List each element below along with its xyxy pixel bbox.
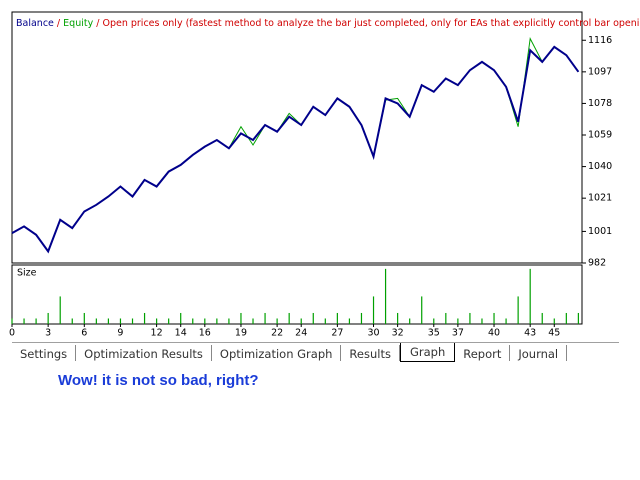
bar xyxy=(83,312,85,324)
x-tick-label: 45 xyxy=(548,328,560,339)
x-tick-label: 3 xyxy=(45,328,51,339)
x-tick-label: 37 xyxy=(452,328,464,339)
bar xyxy=(312,312,314,324)
bar xyxy=(131,318,134,324)
y-tick-label: 1078 xyxy=(588,98,612,109)
tab[interactable]: Graph xyxy=(399,343,456,362)
bar xyxy=(95,318,97,324)
y-tick-label: 1021 xyxy=(588,193,612,204)
bar xyxy=(445,312,447,324)
bar xyxy=(228,318,230,324)
x-tick-label: 0 xyxy=(9,328,15,339)
x-tick-label: 12 xyxy=(151,328,163,339)
legend-entry: Equity xyxy=(63,18,93,29)
tab[interactable]: Journal xyxy=(510,345,568,361)
x-tick-label: 24 xyxy=(295,328,307,339)
legend-entry: Balance xyxy=(16,18,54,29)
bar xyxy=(71,318,73,324)
bar xyxy=(264,312,266,324)
y-tick-label: 1059 xyxy=(588,130,612,141)
legend: Balance / Equity / Open prices only (fas… xyxy=(16,18,640,29)
bar xyxy=(457,318,459,324)
x-tick-label: 16 xyxy=(199,328,211,339)
x-tick-label: 32 xyxy=(392,328,404,339)
y-tick-label: 1040 xyxy=(588,161,612,172)
plot-frame xyxy=(11,11,583,264)
bar xyxy=(324,318,326,324)
bar xyxy=(409,318,411,324)
bar xyxy=(288,312,290,324)
bar xyxy=(469,312,471,324)
x-tick-label: 6 xyxy=(81,328,87,339)
bar xyxy=(23,318,25,324)
bar xyxy=(481,318,483,324)
y-tick-label: 1097 xyxy=(588,66,612,77)
bar xyxy=(180,312,182,324)
bar xyxy=(505,318,507,324)
bar xyxy=(276,318,278,324)
chart-subtitle: Open prices only (fastest method to anal… xyxy=(102,18,640,29)
x-tick-label: 14 xyxy=(175,328,187,339)
panel-title: Size xyxy=(17,268,37,279)
chart: 1116 1097 1078 1059 1040 1021 1001 982 Balance /… xyxy=(9,11,640,339)
bar xyxy=(517,296,519,324)
bar xyxy=(240,312,242,324)
series-line xyxy=(11,45,580,254)
bar xyxy=(336,312,338,324)
x-tick-label: 30 xyxy=(367,328,379,339)
bar xyxy=(384,268,387,324)
bar xyxy=(47,312,49,324)
bar xyxy=(252,318,254,324)
bar xyxy=(529,268,531,324)
x-tick-label: 35 xyxy=(428,328,440,339)
y-tick-label: 1116 xyxy=(588,35,612,46)
x-tick-label: 9 xyxy=(117,328,123,339)
bar xyxy=(421,296,423,324)
bar xyxy=(493,312,495,324)
bar xyxy=(433,318,435,324)
y-tick-label: 1001 xyxy=(588,226,612,237)
bar xyxy=(119,318,122,324)
bar xyxy=(216,318,218,324)
bar xyxy=(156,318,158,324)
bar xyxy=(192,318,194,324)
legend-separator: / xyxy=(57,18,61,29)
bar xyxy=(577,312,579,324)
x-tick-label: 22 xyxy=(271,328,283,339)
x-tick-label: 43 xyxy=(524,328,536,339)
x-tick-label: 19 xyxy=(235,328,247,339)
tab[interactable]: Optimization Graph xyxy=(212,345,342,361)
tab[interactable]: Report xyxy=(455,345,511,361)
bar xyxy=(204,318,206,324)
bar xyxy=(59,296,61,324)
legend-separator: / xyxy=(96,18,100,29)
bar xyxy=(372,296,375,324)
size-frame xyxy=(11,264,583,325)
bar xyxy=(107,318,110,324)
tab[interactable]: Optimization Results xyxy=(76,345,212,361)
tab-bar: Settings Optimization Results Optimization… xyxy=(12,342,619,363)
bar xyxy=(541,312,543,324)
bar xyxy=(348,318,351,324)
bar xyxy=(553,318,555,324)
bar xyxy=(11,318,13,324)
x-tick-label: 40 xyxy=(488,328,500,339)
y-tick-label: 982 xyxy=(588,258,606,269)
bar xyxy=(35,318,37,324)
bar xyxy=(300,318,302,324)
bar xyxy=(360,312,363,324)
caption: Wow! it is not so bad, right? xyxy=(58,372,259,389)
tab[interactable]: Settings xyxy=(12,345,77,361)
bar xyxy=(565,312,567,324)
bar xyxy=(143,312,146,324)
x-tick-label: 27 xyxy=(331,328,343,339)
bar xyxy=(397,312,399,324)
bar xyxy=(168,318,170,324)
tab[interactable]: Results xyxy=(341,345,400,361)
